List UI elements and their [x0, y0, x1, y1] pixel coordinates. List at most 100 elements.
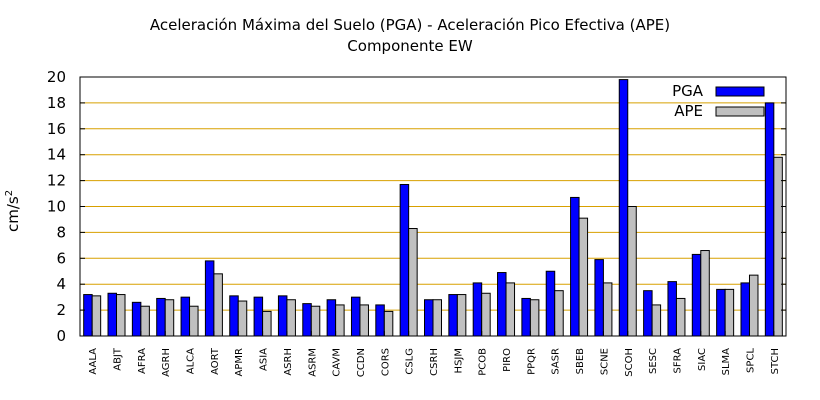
x-tick-label: CAVM: [332, 348, 343, 377]
bar-pga: [326, 299, 337, 337]
bar-ape: [627, 206, 637, 337]
bar-pga: [83, 294, 93, 337]
chart-title: Aceleración Máxima del Suelo (PGA) - Ace…: [149, 16, 671, 34]
x-tick-label: AFRA: [137, 348, 148, 374]
x-tick-label: ASIA: [259, 348, 270, 371]
chart-subtitle: Componente EW: [347, 37, 473, 55]
bar-ape: [213, 273, 223, 337]
bar-ape: [116, 294, 126, 337]
bar-pga: [229, 295, 239, 337]
y-tick-label: 0: [56, 327, 66, 345]
bar-pga: [594, 259, 604, 337]
bar-ape: [578, 217, 589, 337]
x-tick-label: SBEB: [575, 348, 586, 375]
y-tick-label: 18: [47, 94, 66, 112]
y-tick-label: 4: [56, 275, 66, 293]
bar-pga: [204, 260, 215, 337]
legend: PGA APE: [672, 82, 765, 120]
bar-ape: [359, 304, 369, 337]
bar-pga: [691, 253, 702, 337]
x-tick-label: AORT: [210, 347, 221, 375]
y-tick-label: 20: [47, 68, 66, 86]
x-tick-label: SASR: [551, 348, 562, 375]
bar-ape: [724, 288, 735, 337]
bar-pga: [716, 288, 726, 337]
legend-label: PGA: [672, 82, 704, 100]
y-tick-label: 8: [56, 223, 66, 241]
bar-pga: [277, 295, 288, 337]
x-tick-label: AGRH: [161, 348, 172, 377]
bar-ape: [237, 300, 248, 337]
legend-swatch: [715, 86, 765, 97]
x-tick-label: ASRH: [283, 348, 294, 376]
bar-pga: [618, 79, 629, 337]
bar-pga: [253, 296, 264, 337]
y-tick-label: 16: [47, 120, 66, 138]
bar-ape: [529, 299, 540, 337]
x-tick-label: SFRA: [672, 348, 683, 374]
x-tick-label: SESC: [648, 348, 659, 374]
bar-pga: [472, 282, 483, 337]
bar-ape: [481, 292, 491, 337]
y-axis-ticks: 0 2 4 6 8 10 12 14 16 18 20: [47, 68, 786, 345]
x-tick-label: STCH: [770, 348, 781, 374]
x-axis-ticks: AALA ABJT AFRA AGRH ALCA AORT APMR ASIA ASRH ASRM…: [88, 331, 781, 377]
bar-pga: [667, 281, 677, 337]
bar-pga: [107, 292, 118, 337]
x-tick-label: HSJM: [453, 348, 464, 373]
bar-ape: [310, 305, 321, 337]
x-tick-label: APMR: [234, 348, 245, 376]
bar-pga: [497, 272, 507, 337]
bar-ape: [700, 250, 710, 337]
bar-pga: [643, 290, 653, 337]
y-tick-label: 12: [47, 172, 66, 190]
y-tick-label: 10: [47, 198, 66, 216]
grid: [80, 102, 786, 311]
legend-swatch: [715, 106, 765, 117]
bar-pga: [424, 299, 434, 337]
y-tick-label: 2: [56, 301, 66, 319]
bar-ape: [675, 297, 686, 337]
legend-label: APE: [674, 102, 703, 120]
bar-pga: [545, 270, 556, 337]
bar-pga: [375, 304, 385, 337]
bar-ape: [383, 310, 394, 337]
x-tick-label: CSLG: [405, 348, 416, 375]
bar-pga: [570, 196, 580, 337]
bar-ape: [432, 299, 442, 337]
x-tick-label: PCOB: [478, 348, 489, 376]
bar-ape: [408, 228, 418, 337]
x-tick-label: SLMA: [721, 348, 732, 376]
x-tick-label: SCOH: [624, 348, 635, 377]
bar-ape: [91, 295, 102, 337]
bar-ape: [286, 299, 296, 337]
bar-pga: [180, 296, 191, 337]
x-tick-label: CSRH: [429, 348, 440, 376]
bar-ape: [262, 310, 272, 337]
y-tick-label: 6: [56, 249, 66, 267]
bar-ape: [335, 304, 345, 337]
bar-pga: [764, 102, 775, 337]
bar-pga: [521, 297, 531, 337]
bar-pga: [399, 183, 410, 337]
bar-pga: [448, 294, 458, 337]
bar-ape: [164, 299, 175, 337]
bar-ape: [748, 274, 759, 337]
y-tick-label: 14: [47, 146, 66, 164]
bars: [83, 79, 783, 337]
x-tick-label: SCNE: [599, 348, 610, 375]
x-tick-label: PPQR: [526, 348, 537, 375]
x-tick-label: ASRM: [307, 348, 318, 377]
bar-ape: [651, 304, 662, 337]
x-tick-label: ALCA: [186, 348, 197, 374]
bar-pga: [131, 301, 142, 337]
bar-pga: [740, 282, 750, 337]
x-tick-label: AALA: [88, 348, 99, 375]
x-tick-label: CORS: [380, 348, 391, 376]
x-tick-label: ABJT: [113, 347, 124, 371]
bar-ape: [554, 290, 564, 337]
x-tick-label: PIRO: [502, 348, 513, 372]
x-tick-label: SPCL: [745, 348, 756, 373]
bar-ape: [456, 294, 467, 337]
